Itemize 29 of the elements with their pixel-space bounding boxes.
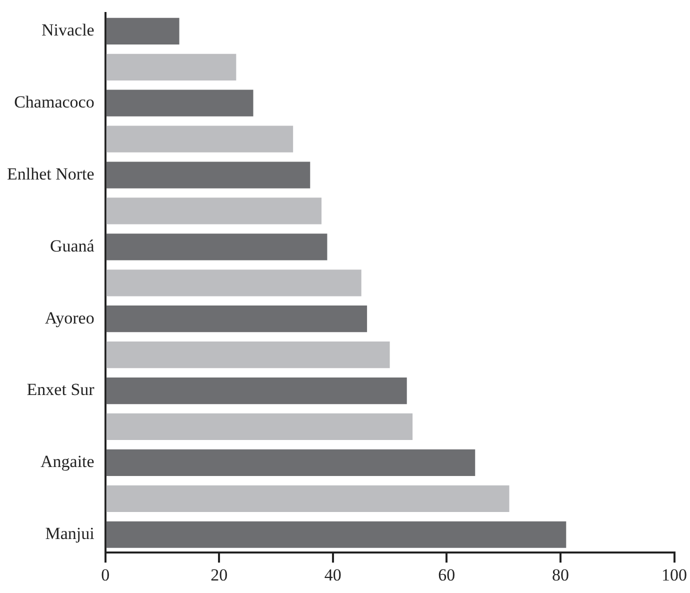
bar [106, 18, 180, 44]
bar [106, 90, 254, 116]
bar [106, 234, 328, 260]
x-tick-label: 60 [438, 565, 456, 584]
y-tick-label: Enxet Sur [26, 380, 95, 400]
y-tick-label: Manjui [45, 524, 95, 544]
y-tick-label: Guaná [50, 236, 95, 256]
bar [106, 342, 390, 368]
y-tick-label: Angaite [40, 452, 94, 472]
y-tick-label: Ayoreo [44, 308, 94, 328]
bar [106, 485, 510, 512]
x-tick-label: 80 [552, 565, 569, 584]
y-tick-label: Enlhet Norte [6, 164, 94, 184]
bar [106, 54, 236, 80]
bar [106, 306, 368, 332]
bar [106, 521, 566, 548]
bar [106, 162, 310, 188]
bar [106, 449, 476, 476]
bar [106, 377, 407, 404]
x-tick-label: 0 [101, 565, 110, 584]
x-tick-label: 20 [210, 565, 228, 584]
bar [106, 270, 362, 296]
x-tick-label: 40 [324, 565, 342, 584]
bar [106, 126, 294, 152]
y-tick-label: Nivacle [41, 20, 94, 40]
y-tick-label: Chamacoco [14, 92, 94, 112]
bar [106, 198, 322, 224]
bar [106, 413, 413, 440]
x-tick-label: 100 [662, 565, 687, 584]
